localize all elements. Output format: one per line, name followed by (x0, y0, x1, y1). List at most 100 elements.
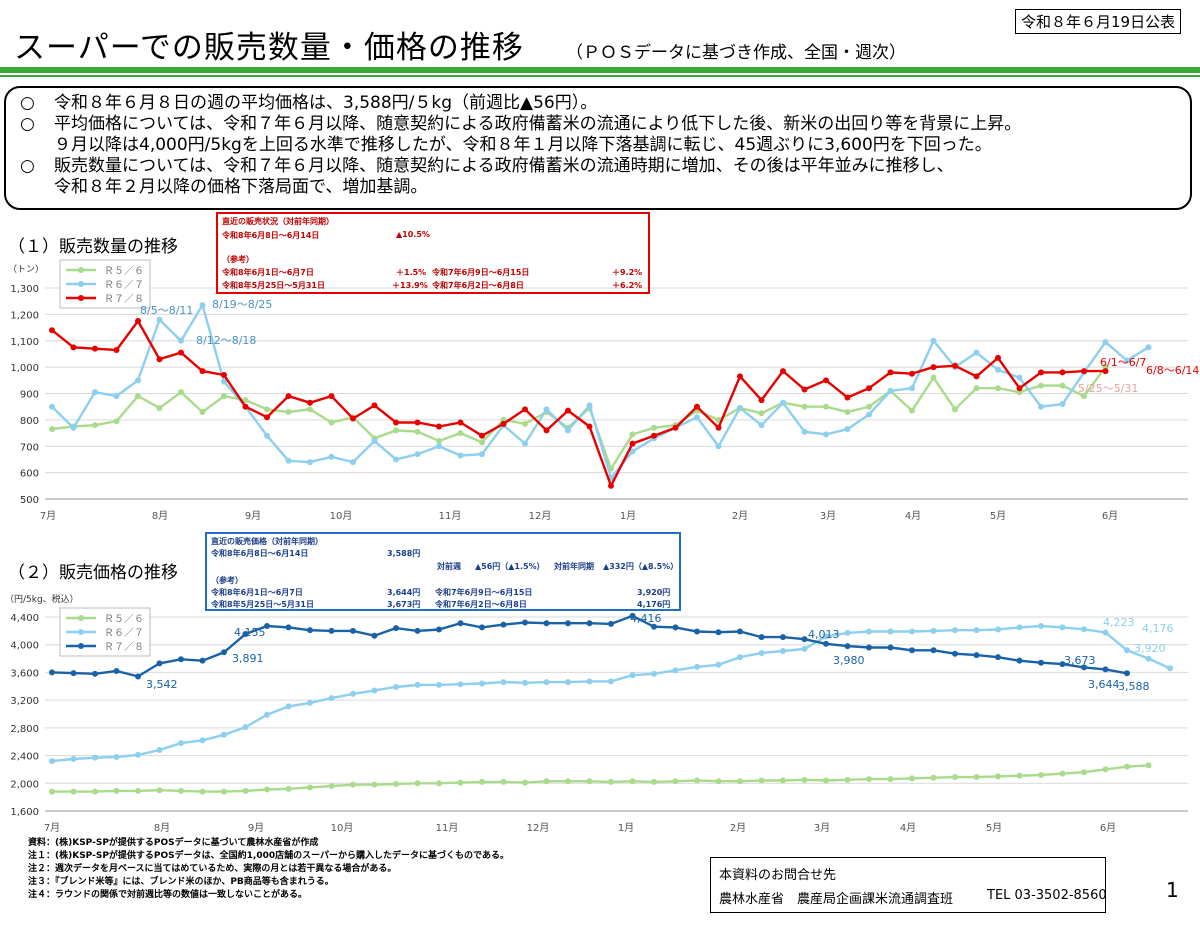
data-point (952, 627, 958, 634)
data-point (844, 426, 851, 433)
quantity-box-prev-value: ＋9.2% (612, 268, 643, 277)
data-point (629, 431, 636, 438)
data-point (565, 778, 571, 785)
data-point (909, 407, 915, 414)
data-point (930, 374, 937, 381)
data-point (844, 408, 851, 415)
data-point (1081, 664, 1087, 671)
data-label: 3,673 (1064, 654, 1096, 667)
summary-text: ９月以降は4,000円/5kgを上回る水準で推移したが、令和８年１月以降下落基調… (54, 135, 992, 155)
x-tick-label: 5月 (986, 822, 1002, 834)
data-point (844, 643, 851, 650)
data-point (844, 776, 851, 783)
x-tick-label: 10月 (331, 822, 354, 834)
data-point (1059, 770, 1066, 777)
data-label: 4,155 (234, 626, 266, 639)
data-point (92, 670, 98, 677)
data-point (1038, 623, 1044, 630)
data-point (285, 624, 292, 631)
summary-text: 令和８年２月以降の価格下落局面で、増加基調。 (54, 177, 428, 197)
data-point (1102, 666, 1109, 673)
data-point (156, 316, 163, 323)
data-point (995, 773, 1001, 780)
quantity-box-value: ＋13.9% (392, 281, 428, 290)
data-point (479, 624, 485, 631)
data-point (436, 437, 442, 444)
data-point (479, 432, 485, 439)
data-point (199, 368, 206, 375)
data-point (49, 669, 55, 676)
data-point (887, 387, 894, 394)
data-point (242, 397, 249, 404)
legend-marker (78, 295, 84, 301)
bullet-icon: ○ (20, 93, 35, 113)
data-point (1145, 762, 1152, 769)
data-point (113, 668, 120, 675)
data-point (715, 661, 722, 668)
data-point (328, 783, 335, 790)
data-point (973, 774, 980, 781)
data-point (436, 780, 442, 787)
legend-label: Ｒ５／６ (104, 265, 144, 277)
y-axis-label: （トン） (8, 264, 44, 275)
data-point (135, 787, 141, 794)
data-point (1081, 393, 1087, 400)
data-point (823, 377, 829, 384)
data-point (436, 443, 442, 450)
data-point (1016, 772, 1023, 779)
y-tick-label: 1,200 (10, 310, 39, 321)
data-point (221, 788, 227, 795)
data-point (715, 778, 722, 785)
price-box-heading: 直近の販売価格（対前年同期） (211, 537, 323, 546)
data-point (672, 624, 679, 631)
data-label: 4,223 (1103, 616, 1135, 629)
data-point (1102, 368, 1109, 375)
data-point (737, 405, 743, 412)
data-point (457, 452, 464, 459)
footnote: 注３：『ブレンド米等』には、ブレンド米のほか、PB商品等も含まれうる。 (28, 877, 334, 887)
data-point (70, 756, 77, 763)
data-point (221, 731, 227, 738)
x-tick-label: 11月 (436, 822, 459, 834)
data-point (221, 649, 227, 656)
x-tick-label: 10月 (330, 510, 353, 522)
data-point (973, 349, 980, 356)
data-point (264, 711, 270, 718)
page-title: スーパーでの販売数量・価格の推移 (14, 30, 524, 66)
data-point (823, 633, 829, 640)
y-axis-label: （円/5kg、税込） (5, 593, 79, 605)
data-point (995, 626, 1001, 633)
data-point (70, 424, 77, 431)
data-point (801, 645, 808, 652)
legend-label: Ｒ７／８ (104, 293, 144, 305)
data-point (930, 647, 937, 654)
data-point (371, 437, 378, 444)
data-point (49, 327, 55, 334)
data-point (543, 620, 550, 627)
series-line (52, 764, 1149, 793)
x-tick-label: 9月 (248, 822, 264, 834)
data-point (414, 419, 421, 426)
data-label: 3,644 (1088, 678, 1120, 691)
annotation-label: 6/1～6/7 (1100, 356, 1146, 369)
data-point (285, 408, 292, 415)
summary-line: ○ 販売数量については、令和７年６月以降、随意契約による政府備蓄米の流通時期に増加… (20, 156, 954, 177)
data-point (866, 644, 872, 651)
data-point (307, 406, 313, 413)
data-point (522, 406, 528, 413)
data-point (285, 393, 292, 400)
legend-marker (78, 629, 84, 635)
data-point (178, 656, 184, 663)
data-point (565, 407, 571, 414)
data-point (1102, 629, 1109, 636)
data-point (1038, 771, 1044, 778)
data-point (414, 780, 421, 787)
data-point (92, 345, 98, 352)
legend-label: Ｒ５／６ (104, 613, 144, 625)
legend-marker (78, 267, 84, 273)
data-label: 3,891 (232, 652, 264, 665)
data-point (801, 636, 808, 643)
data-point (887, 369, 894, 376)
data-point (264, 786, 270, 793)
data-point (156, 787, 163, 794)
